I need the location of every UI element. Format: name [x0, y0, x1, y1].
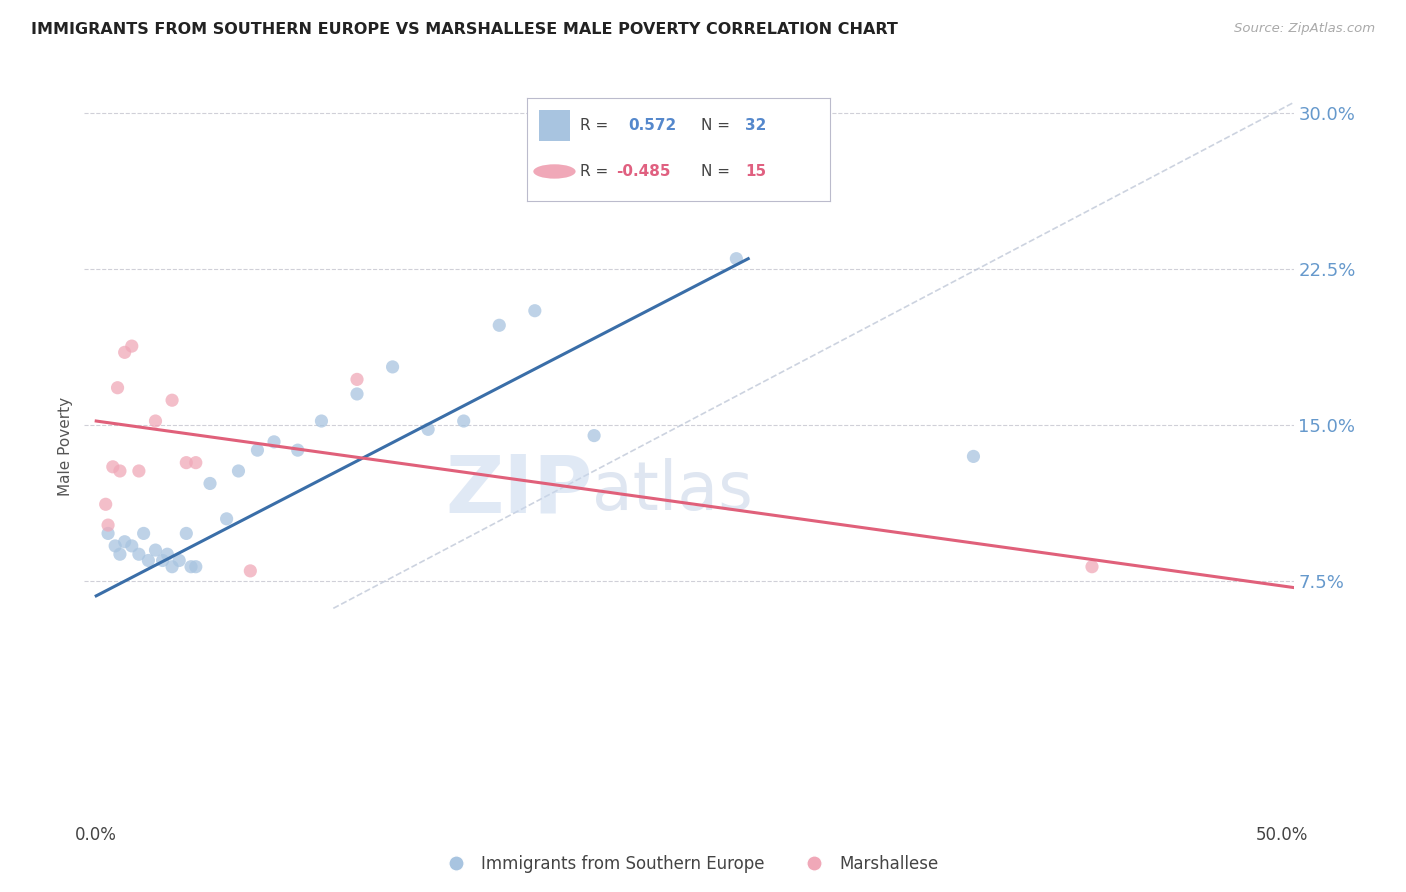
Point — [239, 564, 262, 578]
Text: -0.485: -0.485 — [616, 164, 671, 179]
Point — [128, 547, 150, 561]
Legend: Immigrants from Southern Europe, Marshallese: Immigrants from Southern Europe, Marshal… — [433, 848, 945, 880]
Point — [1081, 559, 1104, 574]
Point — [128, 464, 150, 478]
Y-axis label: Male Poverty: Male Poverty — [58, 396, 73, 496]
Point — [176, 456, 198, 470]
Text: R =: R = — [581, 164, 613, 179]
Point — [311, 414, 333, 428]
FancyBboxPatch shape — [540, 111, 569, 141]
Point — [184, 456, 207, 470]
Point — [180, 559, 202, 574]
Point — [156, 547, 179, 561]
Point — [198, 476, 221, 491]
Point — [176, 526, 198, 541]
Text: 0.572: 0.572 — [628, 119, 676, 133]
Point — [121, 539, 143, 553]
Point — [114, 345, 136, 359]
Point — [97, 518, 120, 533]
Text: N =: N = — [702, 119, 735, 133]
Text: atlas: atlas — [592, 458, 754, 524]
Text: ZIP: ZIP — [444, 452, 592, 530]
Point — [138, 553, 160, 567]
Point — [246, 443, 269, 458]
Point — [962, 450, 984, 464]
Point — [184, 559, 207, 574]
Text: IMMIGRANTS FROM SOUTHERN EUROPE VS MARSHALLESE MALE POVERTY CORRELATION CHART: IMMIGRANTS FROM SOUTHERN EUROPE VS MARSH… — [31, 22, 898, 37]
Text: 32: 32 — [745, 119, 766, 133]
Point — [108, 547, 131, 561]
Point — [132, 526, 155, 541]
Text: Source: ZipAtlas.com: Source: ZipAtlas.com — [1234, 22, 1375, 36]
Point — [160, 393, 183, 408]
Point — [160, 559, 183, 574]
Point — [381, 359, 404, 374]
Point — [725, 252, 748, 266]
Point — [121, 339, 143, 353]
Point — [114, 534, 136, 549]
Point — [145, 543, 167, 558]
Text: N =: N = — [702, 164, 735, 179]
Point — [263, 434, 285, 449]
Point — [108, 464, 131, 478]
Point — [167, 553, 190, 567]
Point — [97, 526, 120, 541]
Point — [453, 414, 475, 428]
Point — [523, 303, 546, 318]
Point — [346, 372, 368, 386]
Point — [287, 443, 309, 458]
Point — [101, 459, 124, 474]
Text: 15: 15 — [745, 164, 766, 179]
Point — [104, 539, 127, 553]
Point — [346, 387, 368, 401]
Point — [228, 464, 250, 478]
Point — [94, 497, 117, 511]
Point — [583, 428, 606, 442]
Point — [488, 318, 510, 333]
Point — [418, 422, 440, 436]
Text: R =: R = — [581, 119, 619, 133]
Point — [107, 381, 129, 395]
Circle shape — [533, 164, 575, 178]
Point — [145, 414, 167, 428]
Point — [215, 512, 238, 526]
Point — [152, 553, 174, 567]
